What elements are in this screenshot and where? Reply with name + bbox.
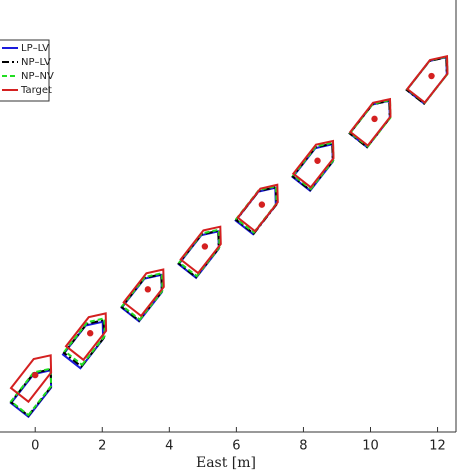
boat xyxy=(9,368,53,418)
legend: LP–LV NP–LV NP–NV Target xyxy=(0,39,54,102)
x-tick-label: 6 xyxy=(232,439,240,454)
legend-label: Target xyxy=(20,85,52,96)
boat xyxy=(236,183,279,233)
boat xyxy=(179,225,222,275)
legend-box xyxy=(0,39,50,102)
x-tick-label: 8 xyxy=(299,439,307,454)
legend-label: LP–LV xyxy=(21,43,49,54)
boat xyxy=(291,142,334,192)
boat xyxy=(120,272,163,323)
legend-label: NP–NV xyxy=(21,71,54,82)
x-tick-label: 12 xyxy=(429,439,446,454)
boat xyxy=(63,317,106,367)
x-tick-label: 4 xyxy=(165,439,173,454)
x-tick-label: 0 xyxy=(31,439,39,454)
boat-center xyxy=(371,115,378,123)
x-tick-label: 10 xyxy=(362,439,379,454)
boat xyxy=(120,271,164,322)
boat-center xyxy=(86,330,94,337)
boat-center xyxy=(428,72,435,80)
boat xyxy=(291,139,335,189)
x-tick-label: 2 xyxy=(98,439,106,454)
boat xyxy=(9,367,53,417)
boat xyxy=(9,354,53,404)
boat xyxy=(291,141,335,191)
boat xyxy=(234,184,278,234)
boat xyxy=(64,312,108,362)
boat-center xyxy=(314,157,321,164)
boat-center xyxy=(144,286,152,293)
boat xyxy=(177,228,221,278)
x-axis-label: East [m] xyxy=(196,455,256,471)
boat xyxy=(122,268,165,318)
boat xyxy=(405,54,449,105)
boat-center xyxy=(258,201,266,208)
boat-center xyxy=(201,243,209,250)
legend-label: NP–LV xyxy=(21,57,51,68)
boat-center xyxy=(32,371,39,379)
boat xyxy=(348,97,392,147)
